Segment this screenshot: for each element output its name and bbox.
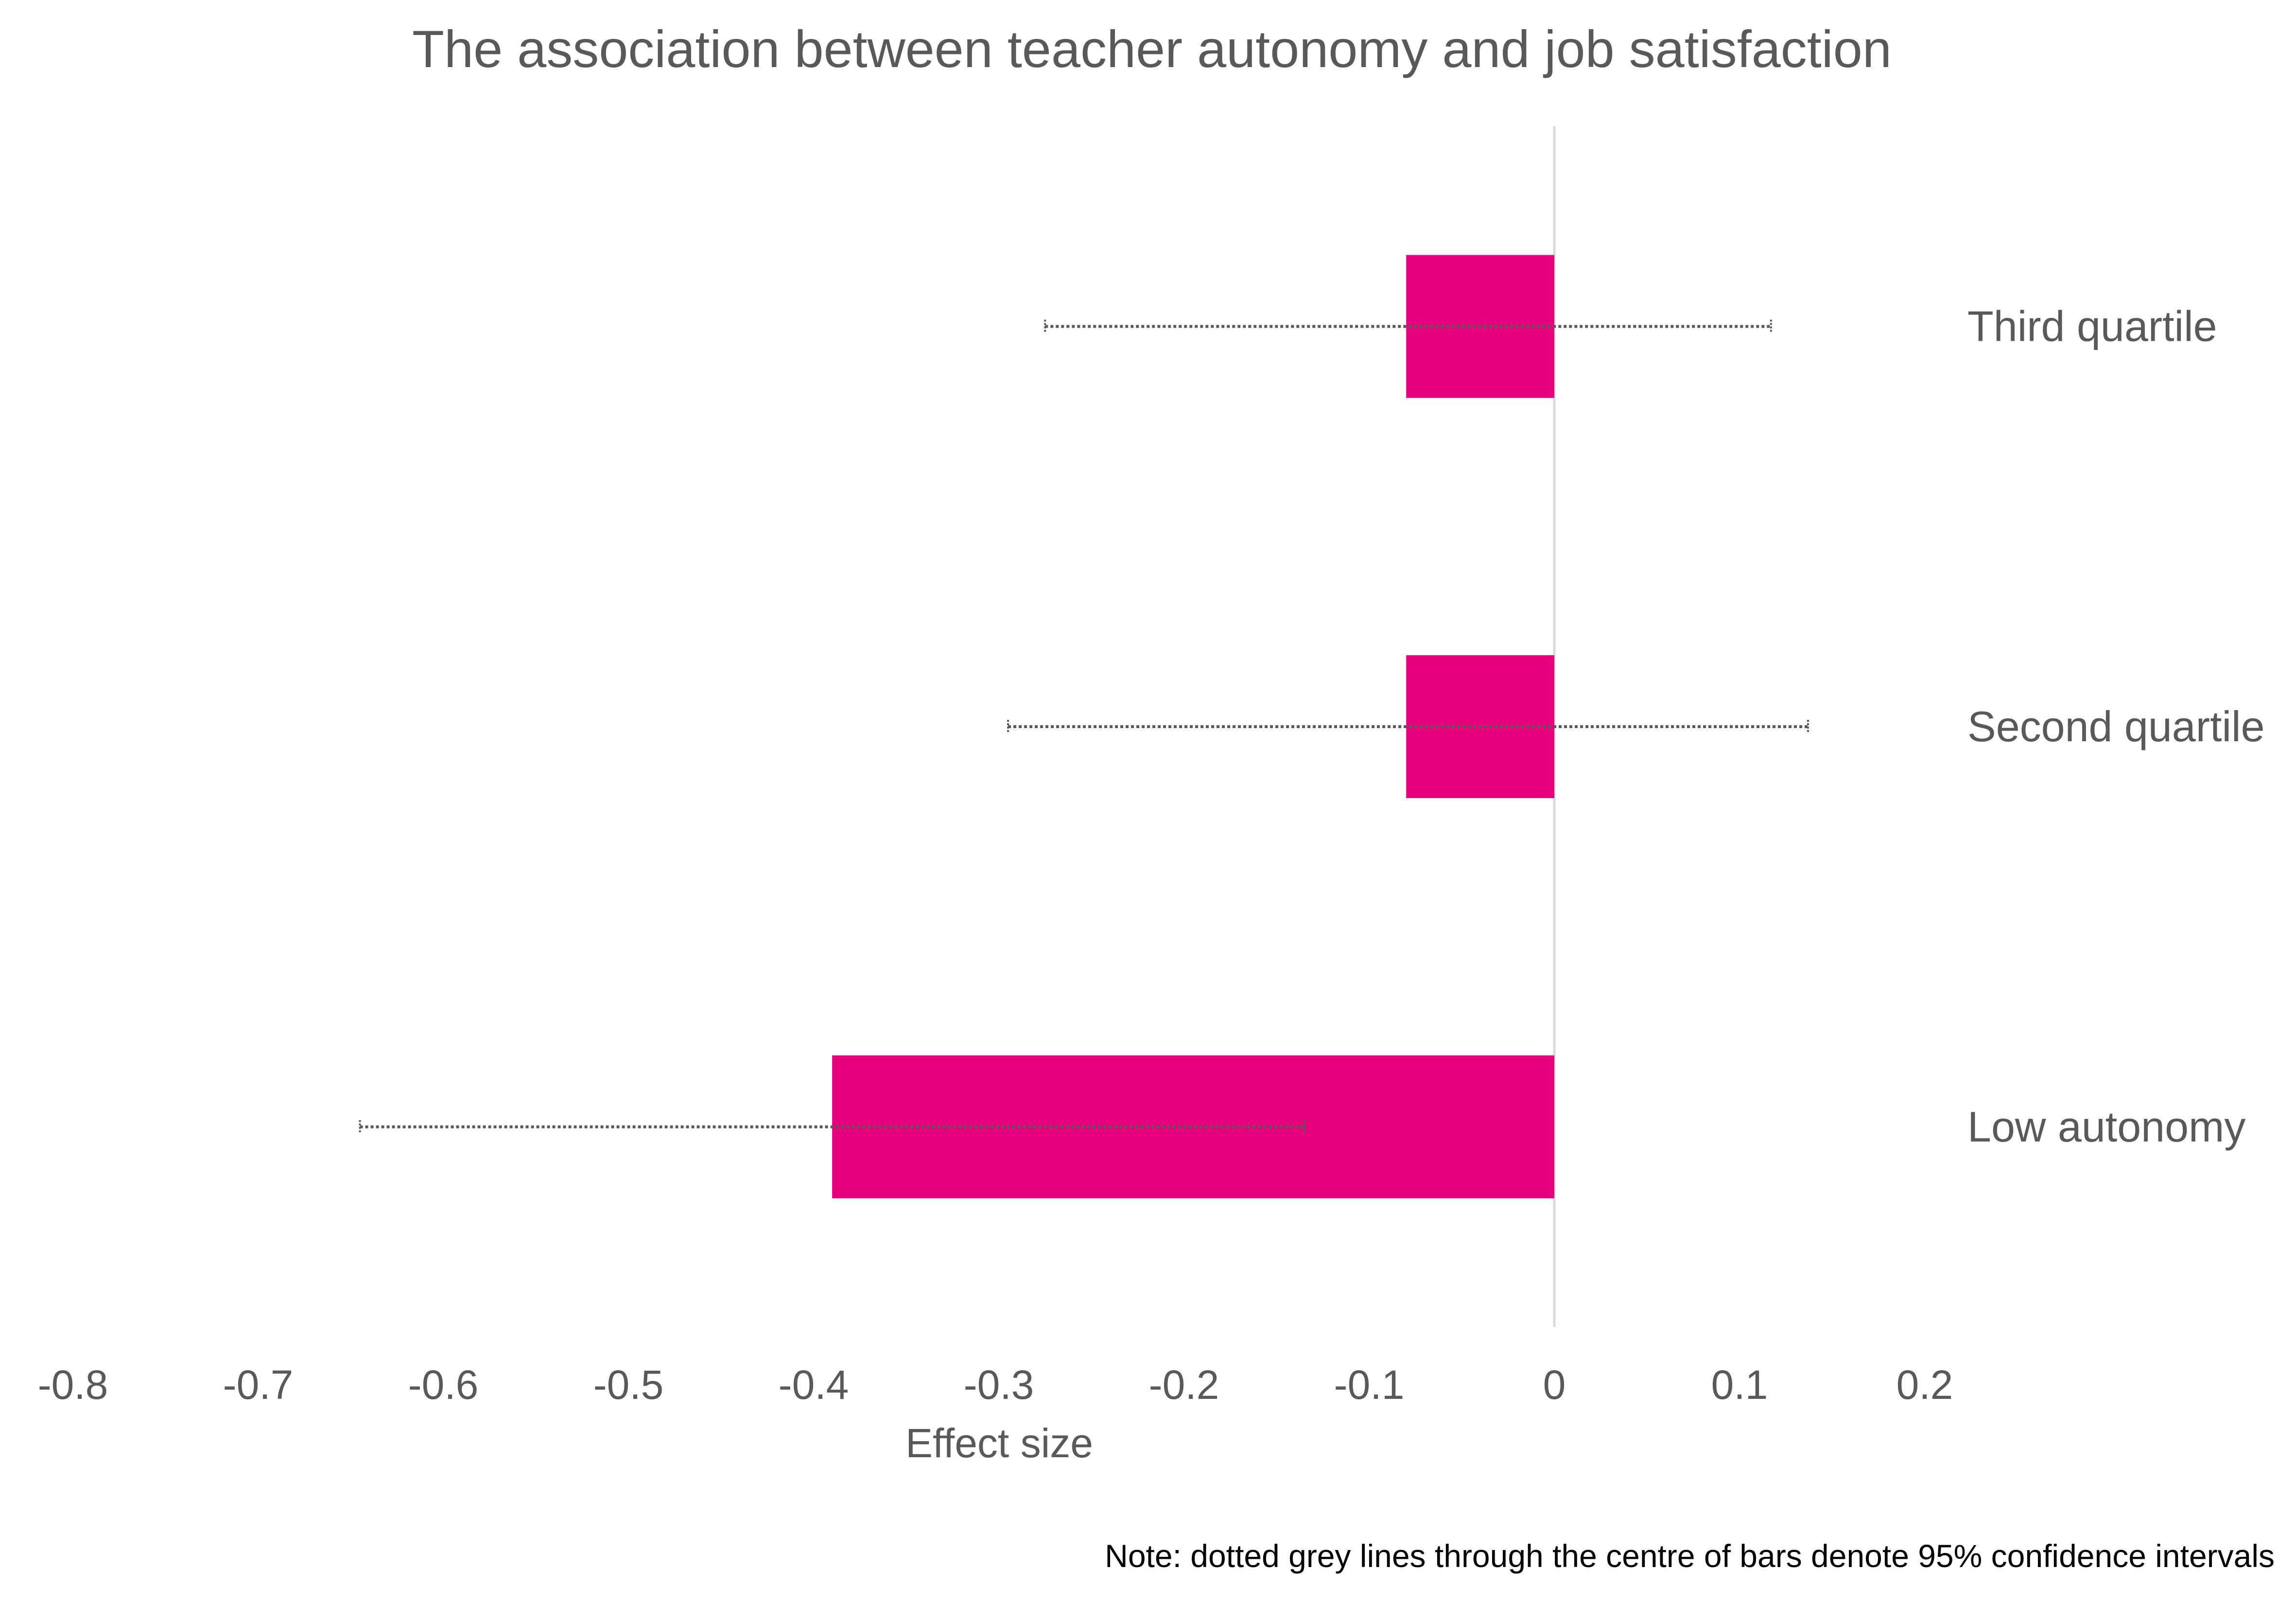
- x-tick-label: 0: [1543, 1362, 1566, 1408]
- x-tick-label: -0.3: [964, 1362, 1034, 1408]
- category-label: Low autonomy: [1967, 1102, 2245, 1151]
- x-tick-label: -0.2: [1149, 1362, 1219, 1408]
- confidence-intervals-layer: [359, 319, 1809, 1134]
- bars-layer: [832, 255, 1554, 1199]
- category-label: Second quartile: [1967, 702, 2265, 750]
- category-label: Third quartile: [1967, 302, 2217, 350]
- chart-title: The association between teacher autonomy…: [412, 19, 1892, 78]
- category-labels-layer: Third quartile Second quartile Low autonom…: [1967, 302, 2265, 1151]
- x-tick-label: -0.5: [593, 1362, 664, 1408]
- x-tick-label: -0.7: [223, 1362, 294, 1408]
- x-tick-label: -0.8: [38, 1362, 108, 1408]
- x-tick-label: -0.1: [1334, 1362, 1405, 1408]
- x-axis-label: Effect size: [905, 1420, 1093, 1466]
- x-tick-label: 0.2: [1896, 1362, 1953, 1408]
- x-tick-label: -0.6: [408, 1362, 479, 1408]
- chart-note: Note: dotted grey lines through the cent…: [1105, 1538, 2275, 1574]
- x-tick-label: -0.4: [779, 1362, 849, 1408]
- bar-low-autonomy: [832, 1055, 1554, 1199]
- x-tick-labels-layer: -0.8 -0.7 -0.6 -0.5 -0.4 -0.3 -0.2 -0.1 0 0.1 0.2: [38, 1362, 1953, 1408]
- x-tick-label: 0.1: [1711, 1362, 1768, 1408]
